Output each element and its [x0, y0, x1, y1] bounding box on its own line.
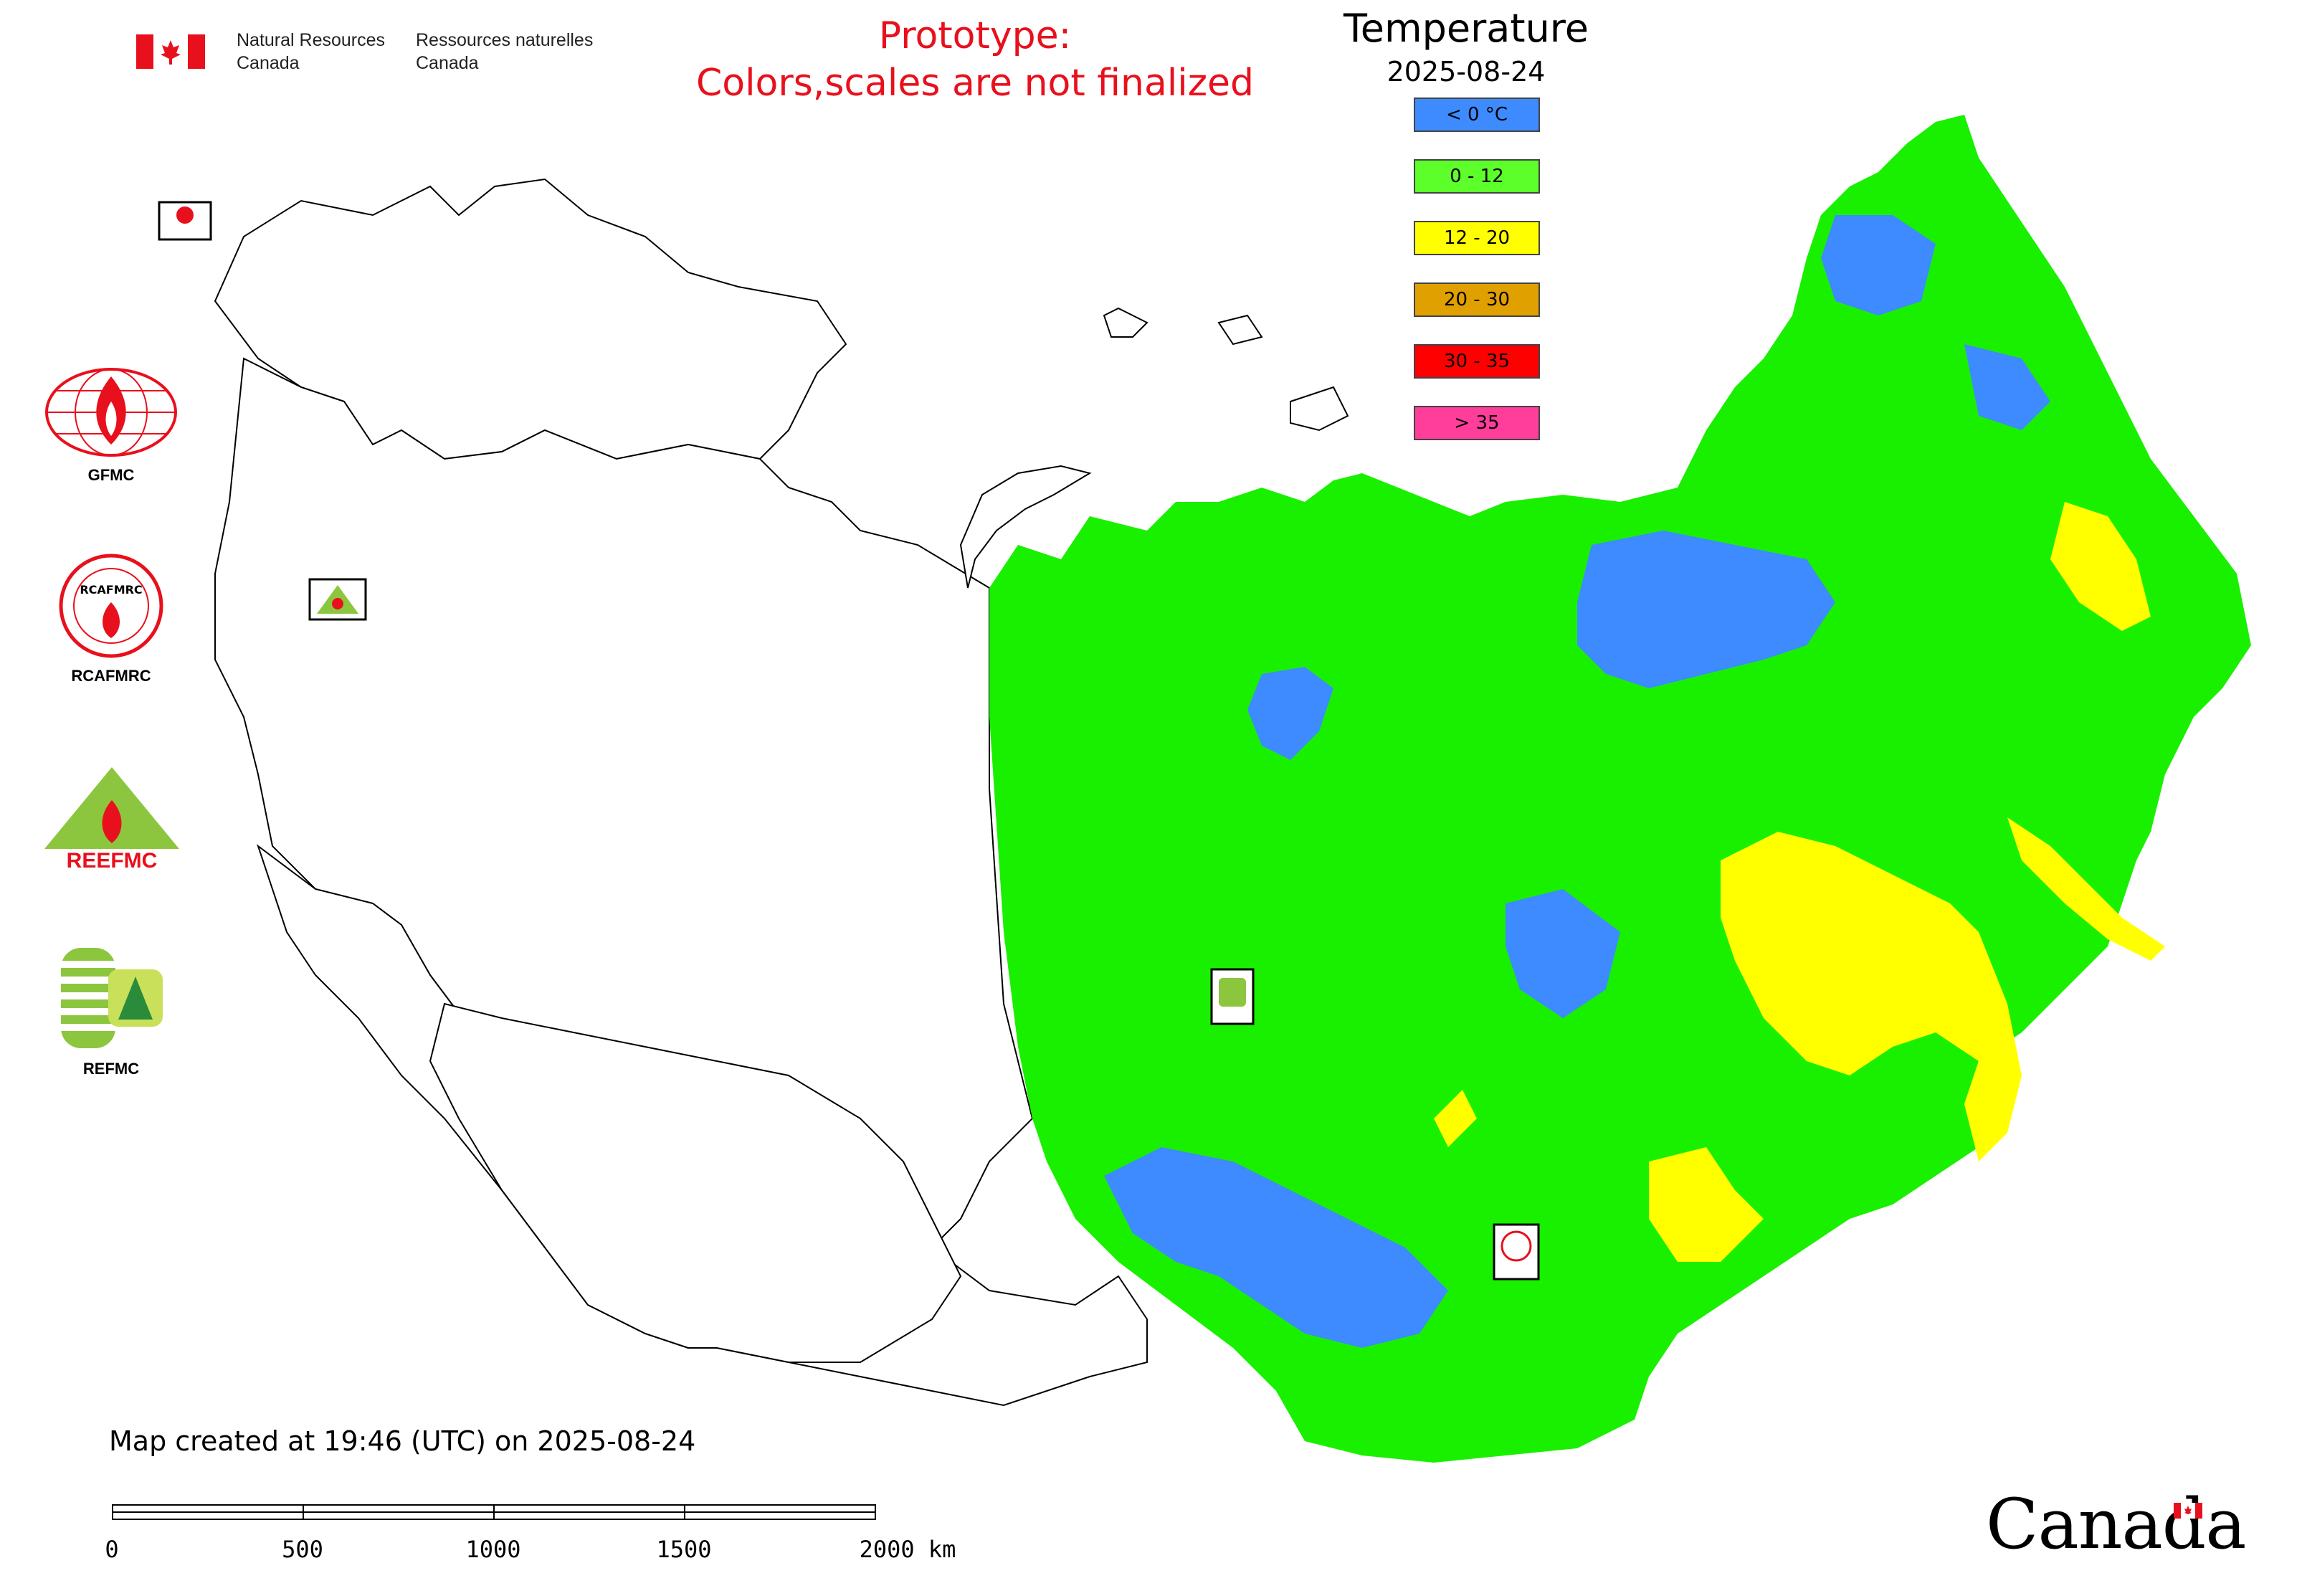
- legend-item: < 0 °C: [1414, 98, 1540, 132]
- reefmc-logo: REEFMC: [36, 764, 186, 879]
- refmc-logo: REFMC: [36, 945, 186, 1078]
- logo-label-refmc: REFMC: [82, 1060, 140, 1078]
- scale-bar: 0 500 1000 1500 2000 km: [105, 1504, 956, 1563]
- scale-midline: [112, 1511, 876, 1513]
- gfmc-emblem-icon: [45, 368, 177, 457]
- scale-tick-label: 1500: [656, 1536, 712, 1563]
- logo-label-rcafmrc: RCAFMRC: [71, 667, 151, 685]
- logo-label-gfmc: GFMC: [87, 466, 135, 484]
- scale-tick-label: 2000 km: [859, 1536, 956, 1563]
- svg-text:REEFMC: REEFMC: [67, 849, 158, 872]
- wordmark-flag-icon: [2174, 1503, 2202, 1519]
- legend-title: Temperature: [1343, 6, 1589, 51]
- gfmc-logo: GFMC: [36, 366, 186, 485]
- prototype-notice-subtitle: Colors,scales are not finalized: [695, 62, 1255, 105]
- map-markers: [158, 201, 1540, 1281]
- legend-date: 2025-08-24: [1387, 56, 1546, 87]
- nrcan-signature: Natural Resources Canada Ressources natu…: [136, 29, 609, 79]
- svg-text:RCAFMRC: RCAFMRC: [80, 583, 142, 597]
- scale-tick-label: 1000: [465, 1536, 521, 1563]
- rcafmrc-emblem-icon: RCAFMRC: [59, 554, 163, 658]
- prototype-notice-title: Prototype:: [878, 14, 1072, 57]
- scale-tick-label: 500: [282, 1536, 323, 1563]
- legend-item: 0 - 12: [1414, 159, 1540, 194]
- temperature-field: [989, 115, 2251, 1463]
- legend-item: > 35: [1414, 406, 1540, 440]
- org-name-en: Natural Resources Canada: [237, 30, 386, 73]
- legend-item: 12 - 20: [1414, 221, 1540, 255]
- legend-item: 20 - 30: [1414, 282, 1540, 317]
- rcafmrc-logo: RCAFMRC RCAFMRC: [36, 552, 186, 685]
- org-name-fr: Ressources naturelles Canada: [416, 30, 594, 73]
- map-created-timestamp: Map created at 19:46 (UTC) on 2025-08-24: [109, 1425, 696, 1457]
- canada-flag-icon: [136, 34, 205, 69]
- scale-tick-label: 0: [105, 1536, 119, 1563]
- canada-wordmark: Canada: [1986, 1484, 2246, 1564]
- refmc-emblem-icon: [61, 948, 163, 1048]
- country-outlines: [214, 178, 1349, 1407]
- legend-item: 30 - 35: [1414, 344, 1540, 379]
- reefmc-emblem-icon: REEFMC: [44, 767, 179, 873]
